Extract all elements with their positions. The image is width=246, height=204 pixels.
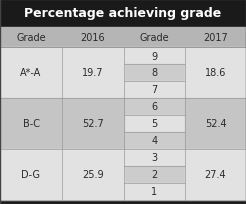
Text: 5: 5 bbox=[151, 119, 158, 129]
Text: 2016: 2016 bbox=[81, 33, 105, 43]
Text: 19.7: 19.7 bbox=[82, 68, 104, 78]
Bar bbox=[0, 149, 62, 200]
Bar bbox=[124, 132, 185, 149]
Text: 3: 3 bbox=[152, 153, 157, 163]
Text: 8: 8 bbox=[152, 68, 157, 78]
Text: 25.9: 25.9 bbox=[82, 170, 104, 180]
Text: Percentage achieving grade: Percentage achieving grade bbox=[24, 8, 222, 20]
Bar bbox=[124, 115, 185, 132]
Text: 52.7: 52.7 bbox=[82, 119, 104, 129]
Bar bbox=[0, 99, 62, 149]
Bar bbox=[0, 0, 246, 28]
Bar bbox=[124, 166, 185, 183]
Bar bbox=[62, 48, 124, 99]
Text: 9: 9 bbox=[152, 51, 157, 61]
Bar bbox=[124, 99, 185, 115]
Bar bbox=[185, 149, 246, 200]
Text: 27.4: 27.4 bbox=[205, 170, 226, 180]
Text: 6: 6 bbox=[152, 102, 157, 112]
Bar bbox=[124, 65, 185, 82]
Text: 52.4: 52.4 bbox=[205, 119, 226, 129]
Text: 7: 7 bbox=[151, 85, 158, 95]
Text: Grade: Grade bbox=[140, 33, 169, 43]
Bar bbox=[62, 149, 124, 200]
Text: B-C: B-C bbox=[22, 119, 40, 129]
Bar bbox=[124, 48, 185, 65]
Text: Grade: Grade bbox=[16, 33, 46, 43]
Text: A*-A: A*-A bbox=[20, 68, 42, 78]
Text: 1: 1 bbox=[152, 187, 157, 196]
Bar bbox=[0, 28, 246, 48]
Text: 2: 2 bbox=[151, 170, 158, 180]
Bar bbox=[0, 48, 62, 99]
Bar bbox=[62, 99, 124, 149]
Text: 4: 4 bbox=[152, 136, 157, 146]
Bar bbox=[124, 183, 185, 200]
Bar bbox=[185, 99, 246, 149]
Text: 18.6: 18.6 bbox=[205, 68, 226, 78]
Bar bbox=[124, 149, 185, 166]
Text: D-G: D-G bbox=[21, 170, 41, 180]
Bar bbox=[185, 48, 246, 99]
Bar bbox=[124, 82, 185, 99]
Text: 2017: 2017 bbox=[203, 33, 228, 43]
